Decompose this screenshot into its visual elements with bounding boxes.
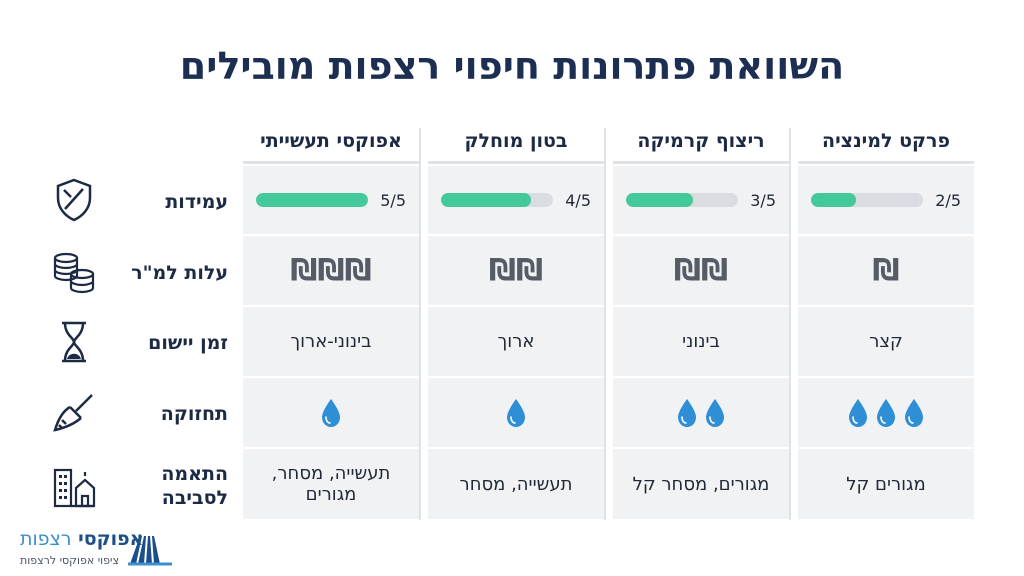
- coins-icon: [50, 248, 98, 296]
- logo-name: אפוקסי רצפות: [20, 528, 144, 550]
- cost-cell: ₪₪: [428, 236, 604, 305]
- durability-track: [811, 193, 923, 207]
- column-header: אפוקסי תעשייתי: [243, 128, 419, 164]
- install-time-value: בינוני-ארוך: [290, 331, 372, 352]
- row-label-suitability: התאמה לסביבה: [118, 462, 228, 510]
- durability-meter: 5/5: [256, 191, 406, 210]
- water-drop-icon: [507, 398, 525, 427]
- cost-shekel-icons: ₪₪: [673, 252, 729, 288]
- install-time-cell: בינוני-ארוך: [243, 307, 419, 376]
- durability-fill: [441, 193, 531, 207]
- install-time-cell: בינוני: [613, 307, 789, 376]
- install-time-cell: ארוך: [428, 307, 604, 376]
- row-label-suitability-line2: לסביבה: [161, 487, 228, 509]
- install-time-value: בינוני: [682, 331, 720, 352]
- logo-mark-icon: [128, 530, 172, 566]
- column-divider: [789, 128, 791, 520]
- maintenance-cell: [798, 378, 974, 447]
- suitability-cell: תעשייה, מסחר: [428, 449, 604, 519]
- durability-value: 3/5: [750, 190, 776, 210]
- durability-track: [441, 193, 553, 207]
- shield-icon: [50, 176, 98, 224]
- water-drop-icon: [877, 398, 895, 427]
- column-divider: [419, 128, 421, 520]
- logo-name-bold: אפוקסי: [78, 528, 144, 550]
- durability-track: [256, 193, 368, 207]
- water-drop-icon: [905, 398, 923, 427]
- maintenance-drops: [847, 398, 925, 428]
- maintenance-drops: [505, 398, 527, 428]
- durability-fill: [811, 193, 856, 207]
- cost-shekel-icons: ₪₪₪: [290, 252, 372, 288]
- durability-value: 5/5: [380, 190, 406, 210]
- suitability-cell: מגורים, מסחר קל: [613, 449, 789, 519]
- water-drop-icon: [322, 398, 340, 427]
- row-label-install-time: זמן יישום: [148, 332, 228, 354]
- cost-cell: ₪₪: [613, 236, 789, 305]
- suitability-line1: תעשייה, מסחר: [459, 473, 573, 495]
- durability-value: 4/5: [565, 190, 591, 210]
- maintenance-drops: [320, 398, 342, 428]
- maintenance-drops: [676, 398, 726, 428]
- durability-fill: [256, 193, 368, 207]
- suitability-cell: תעשייה, מסחר, מגורים: [243, 449, 419, 519]
- suitability-line1: מגורים, מסחר קל: [632, 473, 770, 495]
- row-label-durability: עמידות: [165, 191, 228, 213]
- company-logo: אפוקסי רצפות ציפוי אפוקסי לרצפות: [0, 522, 180, 576]
- column-polished-concrete: בטון מוחלק 4/5 ₪₪ ארוך תעשייה, מסחר: [428, 128, 604, 520]
- maintenance-cell: [243, 378, 419, 447]
- column-header: ריצוף קרמיקה: [613, 128, 789, 164]
- broom-icon: [50, 390, 98, 438]
- buildings-icon: [50, 462, 98, 510]
- logo-name-light: רצפות: [20, 528, 72, 550]
- install-time-cell: קצר: [798, 307, 974, 376]
- cost-shekel-icons: ₪: [872, 252, 900, 288]
- maintenance-cell: [613, 378, 789, 447]
- row-label-cost: עלות למ"ר: [131, 262, 228, 284]
- durability-cell: 2/5: [798, 166, 974, 234]
- durability-fill: [626, 193, 694, 207]
- hourglass-icon: [50, 318, 98, 366]
- install-time-value: קצר: [869, 331, 903, 352]
- suitability-cell: מגורים קל: [798, 449, 974, 519]
- durability-cell: 5/5: [243, 166, 419, 234]
- row-label-suitability-line1: התאמה: [161, 463, 228, 485]
- column-epoxy: אפוקסי תעשייתי 5/5 ₪₪₪ בינוני-ארוך תעשייה, מ…: [243, 128, 419, 520]
- cost-shekel-icons: ₪₪: [488, 252, 544, 288]
- maintenance-cell: [428, 378, 604, 447]
- durability-value: 2/5: [935, 190, 961, 210]
- column-ceramic-tile: ריצוף קרמיקה 3/5 ₪₪ בינוני מגורים, מסחר קל: [613, 128, 789, 520]
- column-divider: [604, 128, 606, 520]
- water-drop-icon: [678, 398, 696, 427]
- suitability-line1: מגורים קל: [846, 473, 926, 495]
- durability-track: [626, 193, 738, 207]
- durability-cell: 4/5: [428, 166, 604, 234]
- durability-cell: 3/5: [613, 166, 789, 234]
- column-header: פרקט למינציה: [798, 128, 974, 164]
- cost-cell: ₪: [798, 236, 974, 305]
- water-drop-icon: [849, 398, 867, 427]
- cost-cell: ₪₪₪: [243, 236, 419, 305]
- durability-meter: 2/5: [811, 191, 961, 210]
- logo-tagline: ציפוי אפוקסי לרצפות: [20, 554, 120, 567]
- durability-meter: 3/5: [626, 191, 776, 210]
- durability-meter: 4/5: [441, 191, 591, 210]
- water-drop-icon: [706, 398, 724, 427]
- install-time-value: ארוך: [497, 331, 535, 352]
- suitability-line2: מגורים: [305, 484, 357, 505]
- column-laminate-parquet: פרקט למינציה 2/5 ₪ קצר מגורים קל: [798, 128, 974, 520]
- page-title: השוואת פתרונות חיפוי רצפות מובילים: [179, 44, 845, 88]
- row-label-maintenance: תחזוקה: [160, 403, 228, 425]
- column-header: בטון מוחלק: [428, 128, 604, 164]
- suitability-line1: תעשייה, מסחר,: [271, 463, 391, 484]
